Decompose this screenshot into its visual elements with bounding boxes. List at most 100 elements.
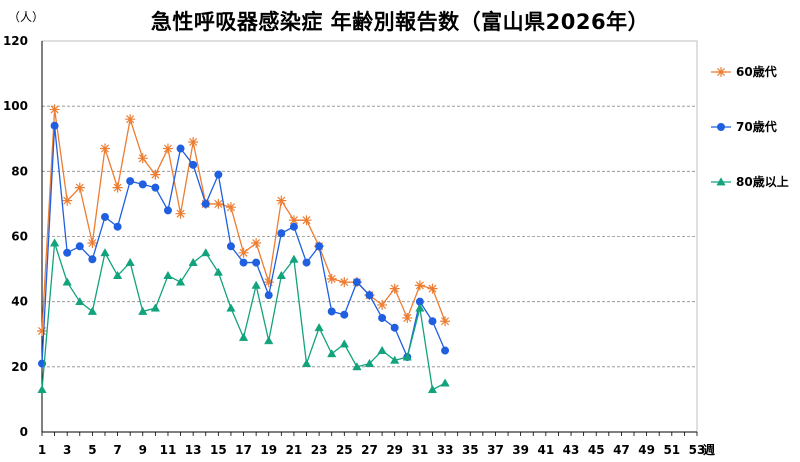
data-point <box>414 280 425 291</box>
data-point <box>264 336 274 345</box>
x-tick-label: 5 <box>88 443 96 457</box>
y-tick-labels: 0 20 40 60 80 100 120 <box>3 34 28 439</box>
x-tick-label: 53 <box>689 443 706 457</box>
data-point <box>151 183 160 192</box>
x-tick-label: 39 <box>512 443 529 457</box>
legend: 60歳代 70歳代 80歳以上 <box>711 64 789 189</box>
data-point <box>226 303 236 312</box>
x-tick-label: 25 <box>336 443 353 457</box>
data-point <box>238 332 249 341</box>
data-point <box>163 270 173 279</box>
x-tick-label: 19 <box>260 443 277 457</box>
x-tick-label: 27 <box>361 443 378 457</box>
series-0 <box>37 104 451 336</box>
data-point <box>389 283 400 294</box>
data-point <box>100 248 110 257</box>
data-point <box>440 378 450 387</box>
legend-item-2: 80歳以上 <box>711 174 789 189</box>
series-line <box>41 125 446 364</box>
data-point <box>226 242 235 251</box>
x-tick-label: 33 <box>437 443 454 457</box>
series-layer <box>37 104 451 394</box>
data-point <box>87 238 98 249</box>
data-point <box>263 277 274 288</box>
data-point <box>315 242 324 251</box>
data-point <box>238 247 249 258</box>
data-point <box>49 104 60 115</box>
data-point <box>112 182 123 193</box>
y-tick-label: 20 <box>11 360 28 374</box>
data-point <box>339 277 350 288</box>
y-tick-label: 80 <box>11 164 28 178</box>
data-point <box>176 144 185 153</box>
legend-label: 60歳代 <box>736 64 777 79</box>
data-point <box>277 229 286 238</box>
data-point <box>138 180 147 189</box>
data-point <box>163 206 172 215</box>
data-point <box>364 358 375 367</box>
data-point <box>138 306 148 315</box>
data-point <box>301 215 312 226</box>
x-tick-label: 21 <box>286 443 303 457</box>
data-point <box>289 254 299 263</box>
data-point <box>327 307 336 316</box>
y-tick-label: 100 <box>3 99 28 113</box>
data-point <box>289 222 298 231</box>
series-line <box>41 109 446 332</box>
data-point <box>62 195 73 206</box>
x-tick-label: 1 <box>38 443 46 457</box>
data-point <box>188 137 199 148</box>
x-tick-label: 37 <box>487 443 504 457</box>
data-point <box>75 296 85 306</box>
x-tick-label: 15 <box>210 443 227 457</box>
x-tick-label: 13 <box>185 443 202 457</box>
data-point <box>162 143 173 154</box>
data-point <box>239 258 248 267</box>
y-tick-label: 0 <box>20 425 28 439</box>
x-tick-label: 11 <box>160 443 177 457</box>
data-point <box>213 198 224 209</box>
data-point <box>441 346 450 355</box>
data-point <box>100 212 109 221</box>
data-point <box>49 238 60 247</box>
data-point <box>175 208 186 219</box>
data-point <box>201 248 211 257</box>
data-point <box>99 143 110 154</box>
data-point <box>276 270 286 279</box>
legend-label: 70歳代 <box>736 119 777 134</box>
x-tick-label: 17 <box>235 443 252 457</box>
series-2 <box>37 238 450 394</box>
data-point <box>390 323 399 332</box>
data-point <box>288 215 299 226</box>
x-tick-labels: 1 3 5 7 9 11 13 15 17 19 21 23 25 27 29 31 33 35 37 39 41 43 4… <box>38 443 706 457</box>
legend-swatch-marker <box>716 177 726 186</box>
data-point <box>125 114 136 125</box>
legend-item-1: 70歳代 <box>711 119 777 134</box>
data-point <box>327 349 337 358</box>
data-point <box>352 278 361 287</box>
x-tick-label: 29 <box>386 443 403 457</box>
y-tick-label: 120 <box>3 34 28 48</box>
x-tick-label: 43 <box>563 443 580 457</box>
legend-item-0: 60歳代 <box>711 64 777 79</box>
x-tick-label: 45 <box>588 443 605 457</box>
axes <box>41 40 698 436</box>
data-point <box>390 355 400 364</box>
data-point <box>87 306 98 315</box>
x-tick-label: 3 <box>63 443 71 457</box>
data-point <box>377 299 388 310</box>
chart-title: 急性呼吸器感染症 年齢別報告数（富山県2026年） <box>150 10 650 34</box>
x-axis-label: 週 <box>703 442 715 457</box>
data-point <box>125 257 135 266</box>
data-point <box>88 255 97 264</box>
data-point <box>427 283 438 294</box>
y-tick-label: 40 <box>11 295 28 309</box>
data-point <box>213 267 223 276</box>
data-point <box>251 280 261 289</box>
data-point <box>150 169 161 180</box>
data-point <box>201 199 210 208</box>
data-point <box>339 339 349 348</box>
data-point <box>150 303 160 312</box>
x-tick-label: 35 <box>462 443 479 457</box>
